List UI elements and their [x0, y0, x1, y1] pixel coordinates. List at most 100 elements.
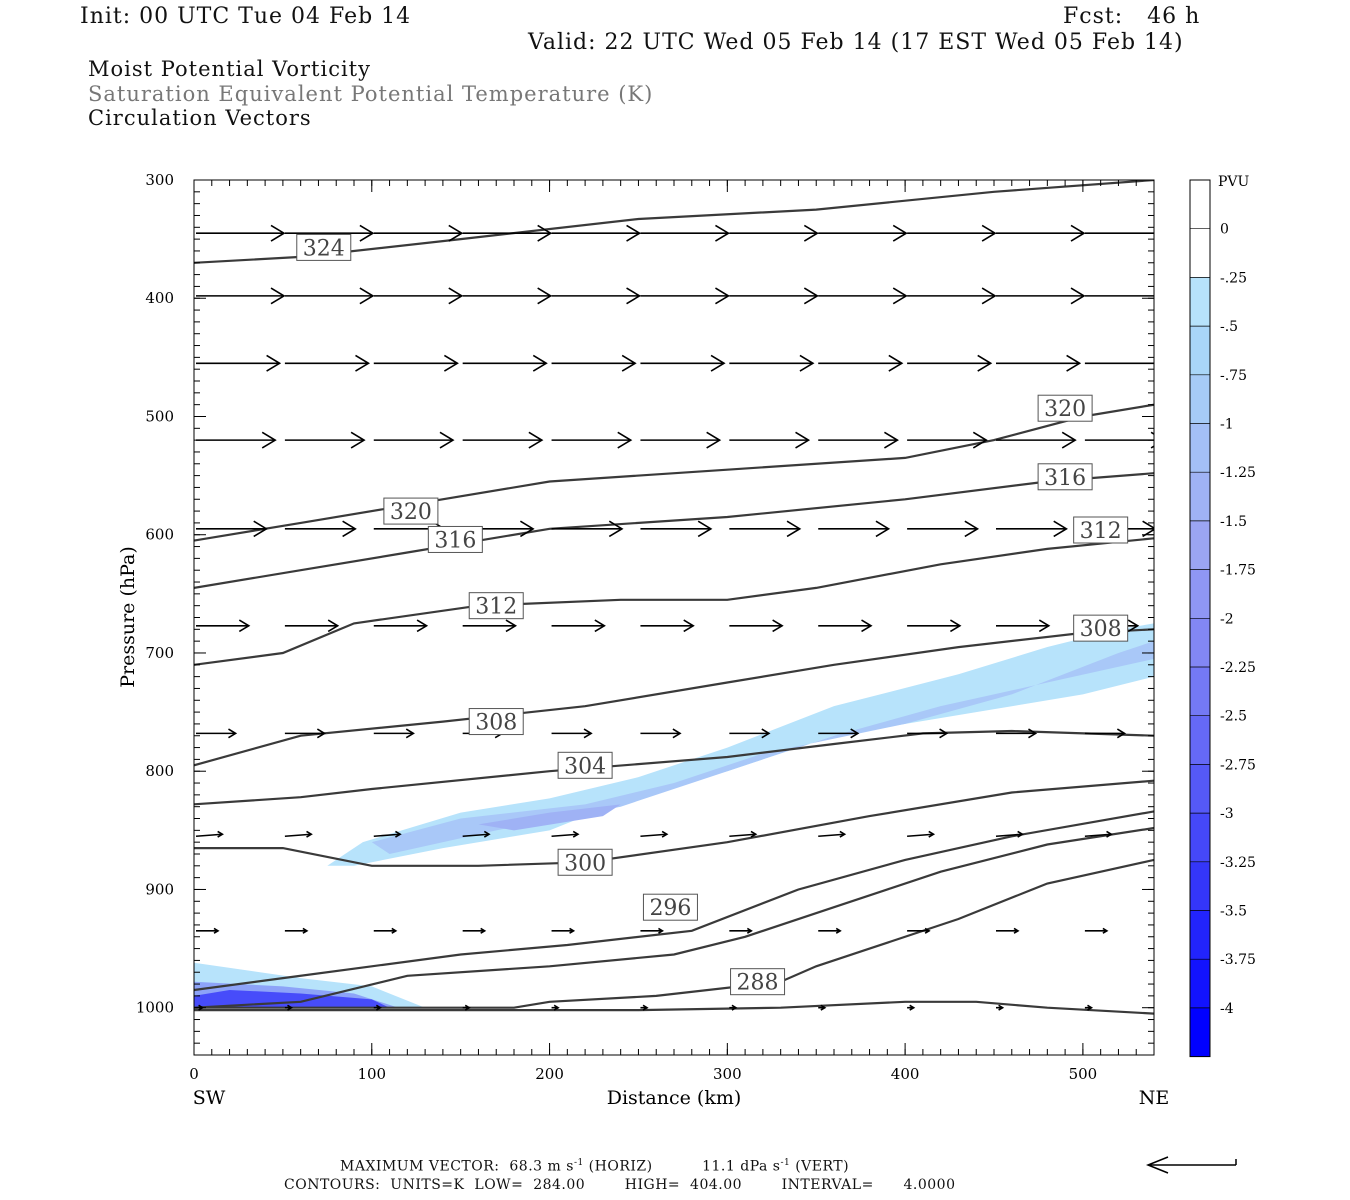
vector-head-8-8 [924, 927, 931, 934]
vector-head-1-8 [981, 287, 997, 305]
vector-head-0-7 [892, 224, 908, 242]
vector-head-2-2 [443, 354, 459, 372]
vector-head-1-3 [537, 287, 553, 305]
vector-head-4-0 [253, 520, 268, 538]
vector-head-0-5 [715, 224, 730, 242]
vector-head-8-5 [658, 927, 664, 934]
colorbar-label-13: -3.25 [1220, 855, 1256, 871]
vector-head-8-9 [1013, 927, 1020, 934]
max-vector-line: MAXIMUM VECTOR: 68.3 m s-1 (HORIZ) 11.1 … [340, 1158, 849, 1175]
contour-288 [194, 858, 1154, 1009]
contour-label-box-324 [296, 233, 352, 261]
vector-head-7-7 [839, 830, 847, 838]
horiz-exp: -1 [573, 1158, 584, 1168]
colorbar-label-16: -4 [1220, 1001, 1234, 1017]
vector-head-5-2 [416, 619, 429, 633]
vector-head-8-7 [835, 927, 842, 934]
vector-head-3-8 [972, 431, 988, 449]
vector-head-7-8 [928, 830, 936, 838]
vector-shaft-7-6 [729, 833, 756, 838]
pv-region-0 [327, 623, 1154, 866]
axis-ticks: 300 400 500 600 700 800 900 1000 0 100 200 300 400 50… [136, 171, 1154, 1083]
y-tick-label-400: 400 [145, 289, 174, 307]
vector-shaft-7-8 [907, 833, 934, 838]
field-title-pv: Moist Potential Vorticity [88, 57, 371, 81]
vector-head-0-1 [359, 224, 375, 242]
vector-head-0-9 [1070, 224, 1086, 242]
horiz-tag: (HORIZ) [588, 1158, 653, 1175]
vector-head-5-6 [772, 619, 784, 633]
contour-label-320a: 320 [390, 500, 432, 525]
pv-shading [194, 623, 1154, 1008]
vector-head-3-7 [884, 431, 899, 449]
vector-head-9-9 [998, 1004, 1005, 1011]
x-axis-right-end: NE [1139, 1087, 1170, 1109]
vector-head-2-3 [532, 354, 548, 372]
vector-head-8-2 [391, 927, 398, 934]
vector-shaft-7-0 [195, 833, 223, 838]
vector-head-1-1 [359, 287, 375, 305]
colorbar-label-14: -3.5 [1220, 904, 1247, 920]
vector-head-6-5 [672, 728, 682, 739]
vector-head-7-3 [483, 830, 491, 838]
colorbar-swatch-6 [1190, 472, 1210, 521]
colorbar-label-3: -.75 [1220, 368, 1247, 384]
vector-head-1-10 [1160, 288, 1173, 304]
vector-head-7-4 [572, 830, 580, 838]
x-tick-label-0: 0 [189, 1065, 199, 1083]
colorbar-swatch-2 [1190, 277, 1210, 327]
colorbar-swatch-14 [1190, 861, 1210, 911]
vector-head-3-0 [261, 431, 277, 449]
y-tick-label-700: 700 [145, 644, 174, 662]
contour-308 [194, 628, 1154, 767]
vector-head-6-6 [761, 728, 771, 739]
y-tick-label-300: 300 [145, 171, 174, 189]
vector-head-9-6 [731, 1004, 738, 1011]
contour-296 [194, 810, 1154, 992]
valid-time: Valid: 22 UTC Wed 05 Feb 14 (17 EST Wed … [528, 30, 1184, 55]
vector-head-7-0 [217, 830, 224, 838]
vector-head-1-0 [270, 287, 286, 305]
y-tick-label-600: 600 [145, 526, 174, 544]
contour-label-box-288 [730, 968, 786, 996]
vector-head-3-2 [439, 431, 455, 449]
horiz-max: 68.3 m s [509, 1158, 574, 1175]
theta-contours [194, 180, 1154, 1015]
colorbar-label-0: 0 [1220, 222, 1229, 238]
x-tick-label-100: 100 [357, 1065, 386, 1083]
contour-label-box-312b [1073, 516, 1129, 544]
contour-284 [194, 1000, 1154, 1015]
vector-head-9-7 [820, 1004, 827, 1011]
vert-tag: (VERT) [795, 1158, 850, 1175]
colorbar-label-1: -.25 [1220, 270, 1247, 286]
vector-head-5-1 [327, 619, 340, 633]
colorbar-label-10: -2.5 [1220, 709, 1247, 725]
colorbar-swatch-7 [1190, 520, 1210, 570]
vector-head-0-4 [626, 224, 642, 242]
vector-shaft-7-3 [462, 833, 490, 838]
vector-head-8-1 [302, 927, 309, 934]
colorbar-swatch-3 [1190, 326, 1210, 375]
vector-head-5-5 [683, 619, 695, 633]
y-tick-label-900: 900 [145, 880, 174, 898]
max-vector-arrow [1145, 1156, 1237, 1174]
vector-head-2-9 [1066, 354, 1082, 372]
colorbar-swatch-15 [1190, 910, 1210, 960]
vector-shaft-7-4 [551, 833, 579, 838]
vector-head-6-2 [405, 728, 415, 739]
contour-312 [194, 537, 1154, 666]
contour-label-312a: 312 [475, 595, 517, 620]
vector-head-8-3 [480, 927, 487, 934]
vector-head-4-1 [342, 520, 357, 538]
vector-head-8-10 [1102, 927, 1109, 934]
vector-head-4-6 [786, 520, 802, 538]
colorbar-swatch-16 [1190, 959, 1210, 1008]
vector-head-4-5 [697, 520, 713, 538]
contour-label-312b: 312 [1080, 519, 1122, 544]
vector-head-5-10 [1127, 619, 1140, 633]
vector-head-3-4 [617, 431, 633, 449]
contour-label-box-316b [1037, 463, 1093, 491]
colorbar-swatch-13 [1190, 813, 1210, 862]
vector-head-2-10 [1155, 355, 1168, 371]
